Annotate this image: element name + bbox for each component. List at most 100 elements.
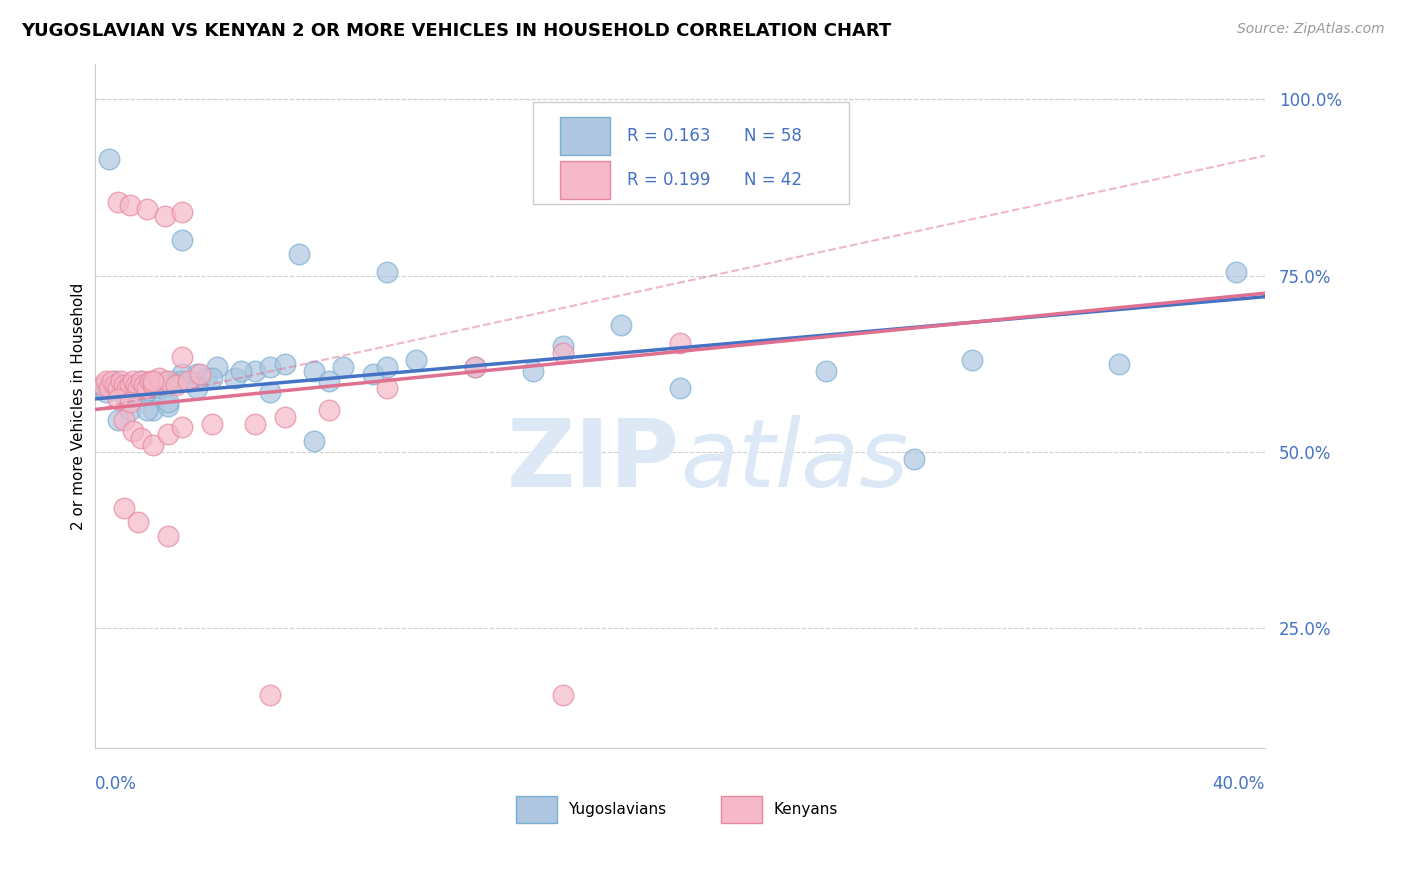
- Point: [107, 413, 129, 427]
- Point: [153, 209, 176, 223]
- Point: [815, 364, 838, 378]
- Point: [93, 381, 115, 395]
- Point: [361, 368, 384, 382]
- Point: [131, 374, 153, 388]
- Point: [134, 377, 156, 392]
- Point: [145, 377, 167, 392]
- Point: [93, 377, 115, 392]
- Point: [112, 381, 135, 395]
- Point: [259, 360, 281, 375]
- Point: [131, 431, 153, 445]
- Point: [110, 374, 132, 388]
- Point: [405, 353, 427, 368]
- Point: [124, 381, 146, 395]
- FancyBboxPatch shape: [533, 102, 849, 204]
- Point: [668, 335, 690, 350]
- Text: 0.0%: 0.0%: [94, 775, 136, 793]
- Point: [148, 381, 170, 395]
- Point: [302, 434, 325, 449]
- Point: [98, 381, 121, 395]
- Bar: [721, 796, 762, 823]
- Point: [153, 374, 176, 388]
- Point: [245, 417, 267, 431]
- Point: [124, 377, 146, 392]
- Point: [551, 339, 574, 353]
- Point: [107, 377, 129, 392]
- Point: [668, 381, 690, 395]
- Point: [104, 374, 127, 388]
- Point: [1225, 265, 1247, 279]
- Point: [142, 381, 165, 395]
- Text: atlas: atlas: [679, 415, 908, 506]
- Point: [96, 384, 118, 399]
- Point: [134, 381, 156, 395]
- Point: [156, 427, 179, 442]
- Point: [118, 377, 141, 392]
- Text: YUGOSLAVIAN VS KENYAN 2 OR MORE VEHICLES IN HOUSEHOLD CORRELATION CHART: YUGOSLAVIAN VS KENYAN 2 OR MORE VEHICLES…: [21, 22, 891, 40]
- Point: [139, 377, 162, 392]
- Point: [156, 529, 179, 543]
- Point: [259, 688, 281, 702]
- Bar: [516, 796, 557, 823]
- Point: [127, 381, 149, 395]
- Point: [131, 374, 153, 388]
- Point: [148, 371, 170, 385]
- Point: [962, 353, 984, 368]
- Point: [375, 360, 398, 375]
- Point: [903, 451, 925, 466]
- Point: [172, 350, 194, 364]
- Point: [464, 360, 486, 375]
- Point: [188, 368, 211, 382]
- Point: [245, 364, 267, 378]
- Point: [551, 688, 574, 702]
- Point: [112, 413, 135, 427]
- Point: [121, 384, 143, 399]
- Point: [107, 381, 129, 395]
- Point: [107, 194, 129, 209]
- Point: [1108, 357, 1130, 371]
- Point: [274, 409, 297, 424]
- Y-axis label: 2 or more Vehicles in Household: 2 or more Vehicles in Household: [72, 283, 86, 530]
- Point: [127, 516, 149, 530]
- Point: [172, 368, 194, 382]
- Point: [177, 374, 200, 388]
- Point: [201, 417, 224, 431]
- Point: [156, 395, 179, 409]
- Point: [142, 377, 165, 392]
- Point: [142, 374, 165, 388]
- Text: R = 0.163: R = 0.163: [627, 127, 710, 145]
- Bar: [561, 117, 610, 154]
- Point: [302, 364, 325, 378]
- Point: [121, 424, 143, 438]
- Point: [118, 395, 141, 409]
- Point: [104, 377, 127, 392]
- Point: [318, 374, 340, 388]
- Text: R = 0.199: R = 0.199: [627, 170, 710, 189]
- Point: [127, 377, 149, 392]
- Point: [98, 153, 121, 167]
- Point: [142, 438, 165, 452]
- Text: N = 42: N = 42: [744, 170, 801, 189]
- Text: ZIP: ZIP: [506, 415, 679, 507]
- Text: Yugoslavians: Yugoslavians: [568, 802, 666, 817]
- Point: [172, 420, 194, 434]
- Point: [107, 392, 129, 406]
- Point: [464, 360, 486, 375]
- Point: [139, 374, 162, 388]
- Point: [136, 384, 159, 399]
- Point: [110, 384, 132, 399]
- Bar: [561, 161, 610, 199]
- Point: [136, 202, 159, 216]
- Point: [112, 501, 135, 516]
- Point: [121, 374, 143, 388]
- Point: [112, 377, 135, 392]
- Point: [229, 364, 252, 378]
- Point: [610, 318, 633, 332]
- Point: [332, 360, 354, 375]
- Point: [172, 233, 194, 247]
- Point: [259, 384, 281, 399]
- Point: [224, 371, 246, 385]
- Point: [201, 371, 224, 385]
- Point: [156, 399, 179, 413]
- Point: [98, 377, 121, 392]
